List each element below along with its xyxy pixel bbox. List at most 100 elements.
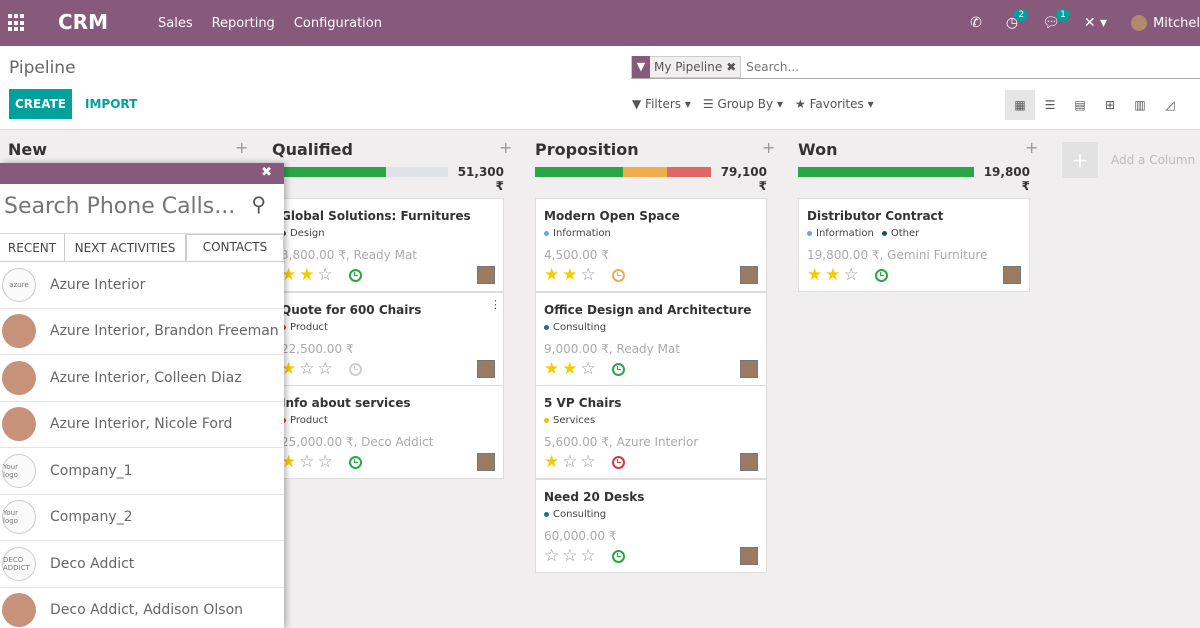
priority-star-icon[interactable]: ☆ <box>580 265 599 285</box>
contact-item[interactable]: Deco Addict, Addison Olson <box>0 588 284 628</box>
priority-star-icon[interactable]: ☆ <box>317 452 336 472</box>
quick-create-icon[interactable]: + <box>499 138 513 157</box>
activity-clock-icon[interactable] <box>612 549 625 563</box>
contact-item[interactable]: DECO ADDICT Deco Addict <box>0 541 284 588</box>
close-icon[interactable]: ✖ <box>261 165 272 180</box>
progress-segment-green[interactable] <box>272 167 387 177</box>
quick-create-icon[interactable]: + <box>762 138 776 157</box>
calendar-view-icon[interactable]: ▤ <box>1074 98 1086 112</box>
activity-clock-icon[interactable] <box>612 269 625 282</box>
contact-item[interactable]: Your logo Company_2 <box>0 495 284 541</box>
progress-segment-green[interactable] <box>798 167 974 177</box>
menu-sales[interactable]: Sales <box>158 16 193 31</box>
activity-clock-icon[interactable] <box>349 269 362 282</box>
menu-configuration[interactable]: Configuration <box>293 16 382 31</box>
priority-star-icon[interactable]: ★ <box>544 452 563 472</box>
priority-star-icon[interactable]: ☆ <box>843 265 862 285</box>
contact-item[interactable]: azure Azure Interior <box>0 262 284 309</box>
priority-star-icon[interactable]: ★ <box>825 265 844 285</box>
contact-avatar: Your logo <box>2 453 36 488</box>
column-progress-bar[interactable] <box>272 167 448 177</box>
column-progress-bar[interactable] <box>535 167 711 177</box>
opportunity-card[interactable]: Need 20 Desks Consulting 60,000.00 ₹ ☆☆☆ <box>535 478 767 573</box>
kanban-view-icon[interactable]: ▦ <box>1005 90 1035 120</box>
column-title[interactable]: Won <box>798 140 838 159</box>
card-title: Need 20 Desks <box>544 489 645 504</box>
phone-search-input[interactable] <box>4 194 234 219</box>
priority-star-icon[interactable]: ★ <box>299 265 318 285</box>
debug-tools-icon[interactable]: ✕ ▾ <box>1083 15 1108 31</box>
import-button[interactable]: IMPORT <box>85 97 138 111</box>
progress-segment-orange[interactable] <box>623 167 667 177</box>
activity-clock-icon[interactable] <box>612 362 625 376</box>
column-title[interactable]: Qualified <box>272 140 353 159</box>
search-input[interactable] <box>746 59 1047 74</box>
card-dropdown-icon[interactable]: ⋮ <box>490 297 501 311</box>
progress-segment-red[interactable] <box>667 167 711 177</box>
groupby-dropdown[interactable]: ☰ Group By ▾ <box>702 97 783 111</box>
priority-star-icon[interactable]: ☆ <box>299 452 318 472</box>
quick-create-icon[interactable]: + <box>235 138 249 157</box>
priority-star-icon[interactable]: ☆ <box>580 358 599 379</box>
activity-icon[interactable]: ◷ 2 <box>1006 9 1029 31</box>
contact-item[interactable]: Azure Interior, Nicole Ford <box>0 402 284 448</box>
add-column-label[interactable]: Add a Column <box>1111 153 1196 167</box>
priority-star-icon[interactable]: ★ <box>562 265 581 285</box>
menu-reporting[interactable]: Reporting <box>211 16 275 31</box>
opportunity-card[interactable]: Office Design and Architecture Consulting… <box>535 291 767 386</box>
priority-star-icon[interactable]: ☆ <box>299 358 318 379</box>
tab-contacts[interactable]: CONTACTS <box>186 234 284 261</box>
opportunity-card[interactable]: Modern Open Space Information 4,500.00 ₹ ★★… <box>535 198 767 292</box>
priority-star-icon[interactable]: ★ <box>807 265 826 285</box>
phone-icon[interactable]: ✆ <box>970 15 982 31</box>
priority-star-icon[interactable]: ☆ <box>580 452 599 472</box>
contact-item[interactable]: Azure Interior, Brandon Freeman <box>0 309 284 355</box>
graph-view-icon[interactable]: ▥ <box>1134 98 1146 112</box>
priority-stars: ★☆☆ <box>544 452 599 472</box>
pivot-view-icon[interactable]: ⊞ <box>1104 98 1116 112</box>
column-title[interactable]: New <box>8 140 48 159</box>
priority-star-icon[interactable]: ★ <box>544 265 563 285</box>
priority-star-icon[interactable]: ★ <box>281 265 300 285</box>
activity-clock-icon[interactable] <box>349 456 362 469</box>
card-amount: 5,600.00 ₹, Azure Interior <box>544 435 699 449</box>
priority-star-icon[interactable]: ★ <box>562 358 581 379</box>
apps-menu-icon[interactable] <box>8 14 26 32</box>
messages-icon[interactable]: 💬︎ 1 <box>1042 9 1070 31</box>
priority-star-icon[interactable]: ☆ <box>544 545 563 566</box>
opportunity-card[interactable]: Info about services Product 25,000.00 ₹, D… <box>272 385 504 479</box>
opportunity-card[interactable]: Distributor Contract Information Other 19,8… <box>798 198 1030 292</box>
list-view-icon[interactable]: ☰ <box>1044 98 1056 112</box>
favorites-dropdown[interactable]: ★ Favorites ▾ <box>794 97 874 111</box>
opportunity-card[interactable]: 5 VP Chairs Services 5,600.00 ₹, Azure Int… <box>535 385 767 479</box>
progress-segment-grey[interactable] <box>386 167 448 177</box>
priority-star-icon[interactable]: ☆ <box>317 358 336 379</box>
priority-star-icon[interactable]: ☆ <box>562 545 581 566</box>
search-icon[interactable]: ⚲ <box>251 192 266 216</box>
tab-next-activities[interactable]: NEXT ACTIVITIES <box>65 234 186 261</box>
priority-star-icon[interactable]: ☆ <box>562 452 581 472</box>
opportunity-card[interactable]: Global Solutions: Furnitures Design 3,800.… <box>272 198 504 292</box>
priority-star-icon[interactable]: ☆ <box>317 265 336 285</box>
priority-star-icon[interactable]: ☆ <box>580 545 599 566</box>
create-button[interactable]: CREATE <box>9 89 72 119</box>
user-menu[interactable]: Mitchel <box>1131 15 1200 31</box>
progress-segment-green[interactable] <box>535 167 623 177</box>
contact-item[interactable]: Azure Interior, Colleen Diaz <box>0 355 284 402</box>
quick-create-icon[interactable]: + <box>1025 138 1039 157</box>
priority-star-icon[interactable]: ★ <box>281 358 300 379</box>
contact-item[interactable]: Your logo Company_1 <box>0 448 284 495</box>
priority-star-icon[interactable]: ★ <box>281 452 300 472</box>
activity-clock-icon[interactable] <box>612 456 625 469</box>
column-title[interactable]: Proposition <box>535 140 639 159</box>
facet-remove-icon[interactable]: ✖ <box>726 59 737 74</box>
activity-clock-icon[interactable] <box>349 362 362 376</box>
cohort-view-icon[interactable]: ◿ <box>1165 98 1175 112</box>
tab-recent[interactable]: RECENT <box>0 234 65 261</box>
priority-star-icon[interactable]: ★ <box>544 358 563 379</box>
opportunity-card[interactable]: Quote for 600 Chairs Product 22,500.00 ₹ ★☆… <box>272 291 504 386</box>
add-column-button[interactable]: + <box>1062 142 1098 178</box>
filters-dropdown[interactable]: ▼ Filters ▾ <box>632 97 691 111</box>
activity-clock-icon[interactable] <box>875 269 888 282</box>
column-progress-bar[interactable] <box>798 167 974 177</box>
